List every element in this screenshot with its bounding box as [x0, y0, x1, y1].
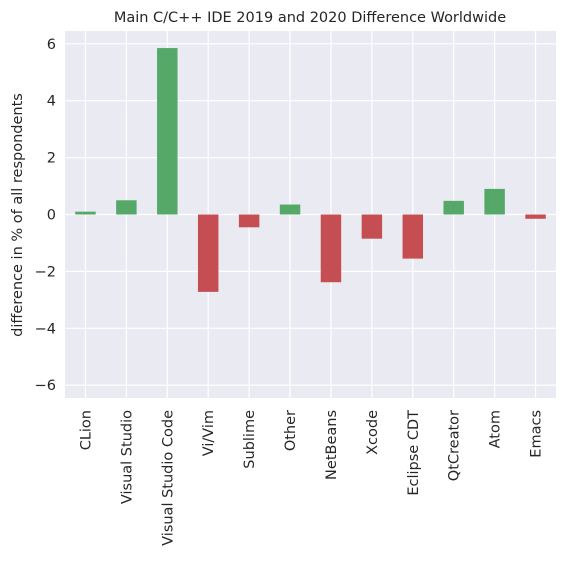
x-tick-label: NetBeans	[324, 410, 340, 480]
x-tick-label: Vi/Vim	[201, 410, 217, 456]
bar	[75, 212, 95, 215]
y-tick-label: 4	[47, 94, 56, 110]
y-tick-label: −4	[35, 321, 56, 337]
y-tick-label: 0	[47, 208, 56, 224]
y-tick-label: 6	[47, 37, 56, 53]
x-tick-label: CLion	[78, 410, 94, 450]
x-tick-label: Other	[283, 410, 299, 451]
bar	[157, 48, 177, 214]
bar	[484, 189, 504, 215]
y-tick-labels: −6 −4 −2 0 2 4 6	[35, 37, 56, 394]
y-tick-label: 2	[47, 151, 56, 167]
x-tick-label: Visual Studio	[119, 410, 135, 504]
x-tick-label: QtCreator	[447, 410, 463, 481]
y-axis-label: difference in % of all respondents	[10, 93, 26, 337]
x-tick-label: Visual Studio Code	[160, 410, 176, 546]
x-tick-label: Sublime	[242, 410, 258, 469]
x-tick-labels: CLion Visual Studio Visual Studio Code Vi/V…	[78, 410, 544, 546]
bar	[321, 215, 341, 283]
bar	[239, 215, 259, 228]
bar	[443, 201, 463, 215]
x-tick-label: Eclipse CDT	[406, 410, 422, 496]
chart-title: Main C/C++ IDE 2019 and 2020 Difference …	[114, 10, 506, 26]
bar	[198, 215, 218, 292]
bar	[403, 215, 423, 259]
x-tick-label: Emacs	[529, 410, 545, 458]
bar	[362, 215, 382, 239]
x-tick-label: Atom	[488, 410, 504, 448]
bar	[116, 200, 136, 214]
bar	[525, 215, 545, 219]
bar	[280, 205, 300, 215]
y-tick-label: −2	[35, 264, 56, 280]
x-tick-label: Xcode	[365, 410, 381, 455]
y-tick-label: −6	[35, 378, 56, 394]
